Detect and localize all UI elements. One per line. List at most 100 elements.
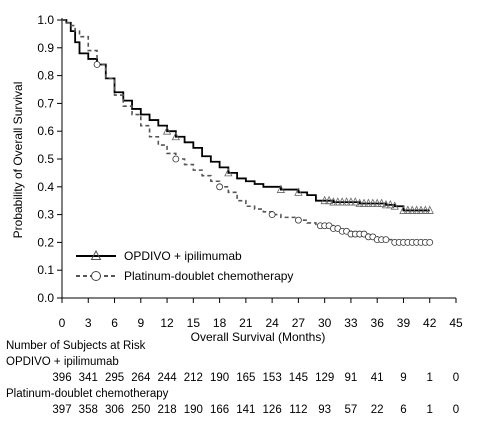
- risk-count: 166: [210, 404, 230, 416]
- x-axis-ticks: 0 3 6 9 12 15 18 21 24 27 30 33 36 39 42 45: [59, 298, 463, 330]
- x-tick-label: 21: [239, 316, 253, 330]
- y-tick-label: 0.5: [37, 152, 54, 166]
- censor-triangle-icon: [351, 197, 360, 206]
- km-curve-platinum-chemo: [62, 19, 430, 244]
- axes: [61, 18, 456, 299]
- y-tick-label: 0.8: [37, 69, 54, 83]
- censor-triangle-icon: [416, 205, 426, 214]
- censor-triangle-icon: [381, 199, 391, 209]
- y-axis-ticks: 0.0 0.1 0.2 0.3 0.4 0.5 0.6 0.7 0.8 0.9 1.0: [37, 13, 62, 305]
- legend: OPDIVO + ipilimumab Platinum-doublet che…: [76, 249, 293, 283]
- censor-triangle-icon: [390, 201, 399, 210]
- y-tick-label: 0.4: [37, 180, 54, 194]
- x-tick-label: 45: [449, 316, 463, 330]
- x-tick-label: 33: [344, 316, 358, 330]
- risk-count: 190: [210, 372, 230, 384]
- x-tick-label: 6: [111, 316, 118, 330]
- risk-count: 341: [78, 372, 98, 384]
- risk-count: 22: [370, 404, 384, 416]
- risk-count: 41: [370, 372, 384, 384]
- censor-circle-icon: [294, 216, 302, 224]
- y-tick-label: 0.0: [37, 291, 54, 305]
- x-tick-label: 42: [423, 316, 437, 330]
- censor-triangle-icon: [329, 197, 338, 206]
- risk-count: 306: [104, 404, 125, 416]
- censor-triangle-icon: [224, 168, 233, 177]
- y-tick-label: 0.3: [37, 208, 54, 222]
- risk-row-label-opdivo-ipilimumab: OPDIVO + ipilimumab: [6, 356, 119, 368]
- risk-count: 295: [104, 372, 125, 384]
- risk-count: 9: [400, 372, 407, 384]
- y-tick-label: 0.2: [37, 235, 54, 249]
- censor-triangle-icon: [162, 126, 172, 135]
- risk-count: 396: [52, 372, 72, 384]
- y-tick-label: 0.7: [37, 96, 54, 110]
- risk-count: 0: [452, 372, 460, 384]
- x-tick-label: 36: [371, 316, 385, 330]
- censor-marks: [93, 61, 434, 246]
- risk-count: 190: [183, 404, 203, 416]
- x-tick-label: 18: [213, 316, 227, 330]
- risk-count: 153: [262, 372, 282, 384]
- censor-triangle-icon: [333, 197, 342, 206]
- legend-marker-circle: [91, 271, 101, 281]
- legend-label-opdivo-ipilimumab: OPDIVO + ipilimumab: [124, 249, 242, 263]
- risk-count: 244: [157, 372, 177, 384]
- risk-count: 1: [426, 404, 433, 416]
- kaplan-meier-chart: 0 3 6 9 12 15 18 21 24 27 30 33 36 39 42 45 0.00.10.20.…: [11, 13, 463, 344]
- censor-triangle-icon: [294, 187, 303, 196]
- series-layer: [62, 19, 434, 246]
- censor-triangle-icon: [399, 205, 408, 214]
- x-tick-label: 0: [59, 316, 66, 330]
- risk-count: 165: [236, 372, 256, 384]
- x-tick-label: 12: [160, 316, 174, 330]
- risk-count: 141: [236, 404, 256, 416]
- censor-circle-icon: [382, 236, 390, 244]
- censor-circle-icon: [93, 61, 101, 68]
- risk-count: 93: [318, 404, 332, 416]
- risk-count: 1: [426, 372, 433, 384]
- x-tick-label: 39: [397, 316, 411, 330]
- series-platinum-chemo: [62, 19, 430, 244]
- risk-count: 6: [400, 404, 407, 416]
- censor-circle-icon: [216, 183, 224, 191]
- y-axis-label: Probability of Overall Survival: [11, 82, 25, 239]
- censor-circle-icon: [268, 211, 276, 219]
- censor-triangle-icon: [324, 195, 334, 205]
- y-tick-label: 0.9: [37, 41, 54, 55]
- risk-count: 264: [131, 372, 151, 384]
- x-tick-label: 27: [292, 316, 306, 330]
- censor-triangle-icon: [373, 198, 382, 207]
- x-tick-label: 30: [318, 316, 332, 330]
- censor-triangle-icon: [276, 184, 286, 193]
- risk-count: 0: [452, 404, 460, 416]
- risk-row-label-platinum-chemo: Platinum-doublet chemotherapy: [6, 388, 169, 400]
- censor-circle-icon: [172, 155, 180, 163]
- x-tick-label: 9: [137, 316, 144, 330]
- censor-triangle-icon: [377, 198, 386, 207]
- censor-triangle-icon: [368, 198, 377, 207]
- censor-triangle-icon: [359, 198, 369, 207]
- km-curve-opdivo-ipilimumab: [62, 19, 430, 212]
- risk-table-title: Number of Subjects at Risk: [6, 340, 146, 352]
- risk-count: 397: [52, 404, 72, 416]
- censor-triangle-icon: [421, 205, 430, 214]
- censor-triangle-icon: [320, 195, 329, 205]
- censor-triangle-icon: [355, 198, 364, 207]
- risk-count: 218: [157, 404, 177, 416]
- legend-marker-triangle: [90, 249, 102, 260]
- risk-count: 57: [344, 404, 358, 416]
- censor-triangle-icon: [403, 205, 412, 214]
- x-tick-label: 15: [187, 316, 201, 330]
- x-tick-label: 3: [85, 316, 92, 330]
- y-tick-label: 1.0: [37, 13, 54, 27]
- censor-triangle-icon: [171, 131, 180, 141]
- censor-triangle-icon: [386, 199, 395, 209]
- y-tick-label: 0.6: [37, 124, 54, 138]
- y-tick-label: 0.1: [37, 263, 54, 277]
- censor-triangle-icon: [412, 205, 421, 214]
- series-opdivo-ipilimumab: [62, 19, 430, 212]
- censor-circle-icon: [426, 238, 434, 246]
- censor-triangle-icon: [364, 198, 373, 207]
- risk-count: 250: [131, 404, 151, 416]
